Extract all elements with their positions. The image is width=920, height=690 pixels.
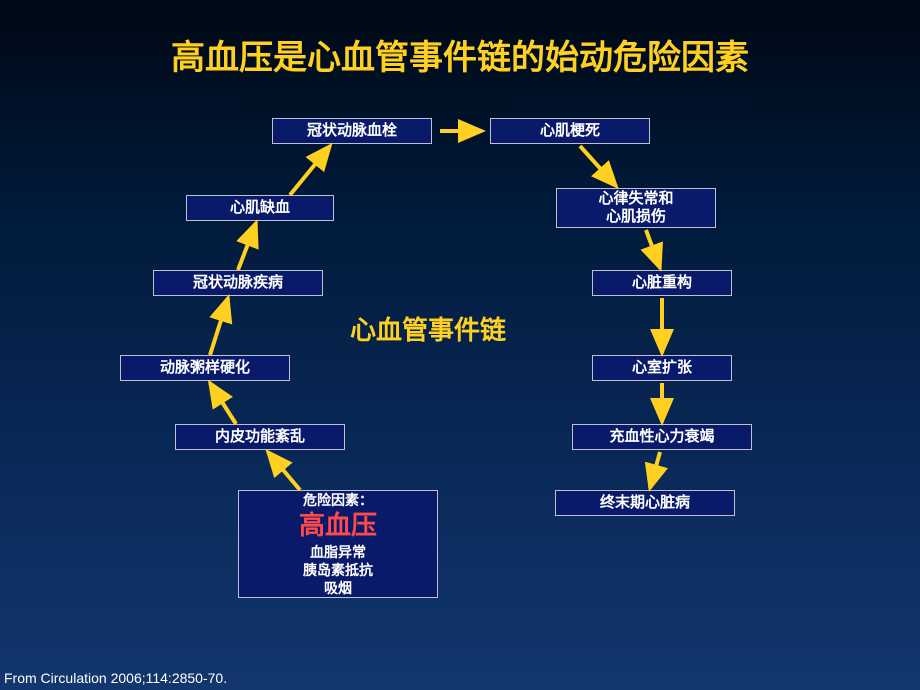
node-mi: 心肌梗死 [490,118,650,144]
node-remodeling: 心脏重构 [592,270,732,296]
risk-line: 胰岛素抵抗 [303,561,373,579]
center-label: 心血管事件链 [350,310,506,347]
node-ischemia: 心肌缺血 [186,195,334,221]
node-atherosclerosis: 动脉粥样硬化 [120,355,290,381]
node-endothelial: 内皮功能紊乱 [175,424,345,450]
node-label: 心律失常和 [598,190,673,208]
node-label: 终末期心脏病 [600,494,690,512]
node-label: 心脏重构 [632,274,692,292]
node-thrombosis: 冠状动脉血栓 [272,118,432,144]
node-label: 内皮功能紊乱 [215,428,305,446]
node-label: 心肌梗死 [540,122,600,140]
risk-line: 吸烟 [324,579,352,597]
node-cad: 冠状动脉疾病 [153,270,323,296]
node-label: 动脉粥样硬化 [160,359,250,377]
citation-text: From Circulation 2006;114:2850-70. [4,670,227,686]
node-risk: 危险因素：高血压血脂异常胰岛素抵抗吸烟 [238,490,438,598]
node-label: 充血性心力衰竭 [609,428,714,446]
node-endstage: 终末期心脏病 [555,490,735,516]
risk-line: 危险因素： [303,491,373,509]
node-chf: 充血性心力衰竭 [572,424,752,450]
node-dilation: 心室扩张 [592,355,732,381]
node-label: 心肌损伤 [606,208,666,226]
slide-title: 高血压是心血管事件链的始动危险因素 [0,30,920,79]
risk-line: 高血压 [299,509,377,543]
node-label: 冠状动脉疾病 [193,274,283,292]
risk-line: 血脂异常 [310,543,366,561]
node-label: 心肌缺血 [230,199,290,217]
node-label: 心室扩张 [632,359,692,377]
node-arrhythmia: 心律失常和心肌损伤 [556,188,716,228]
node-label: 冠状动脉血栓 [307,122,397,140]
